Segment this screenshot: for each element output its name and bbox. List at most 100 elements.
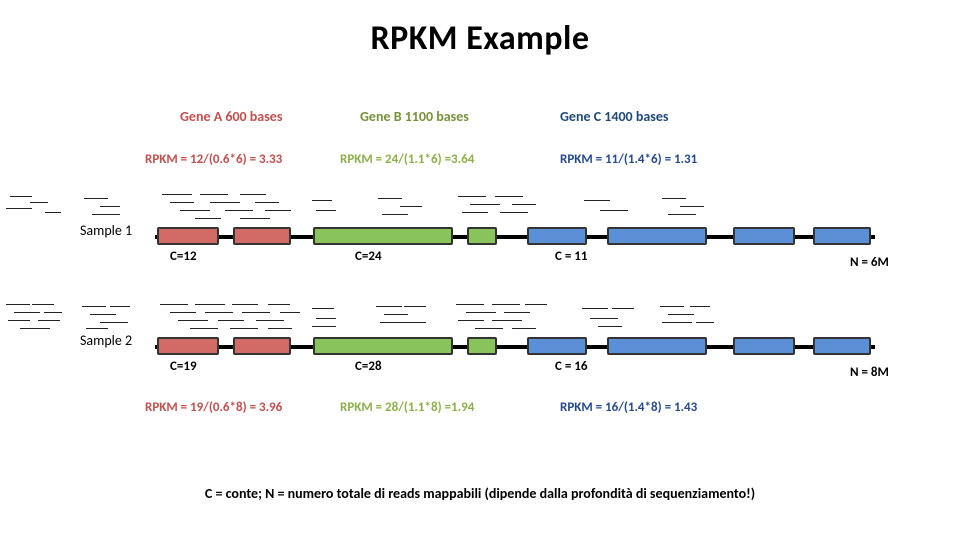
read-segment	[668, 314, 694, 315]
read-segment	[268, 304, 290, 305]
read-segment	[280, 312, 300, 313]
sample1-label: Sample 1	[80, 222, 132, 239]
read-segment	[660, 306, 684, 307]
sample2-label: Sample 2	[80, 332, 132, 349]
read-segment	[690, 306, 710, 307]
sample2-count-a: C=19	[170, 359, 197, 374]
read-segment	[404, 306, 426, 307]
read-segment	[14, 312, 40, 313]
read-segment	[232, 304, 258, 305]
gene-b-label: Gene B 1100 bases	[360, 108, 469, 125]
exon-c	[527, 227, 587, 245]
exon-b	[313, 337, 453, 355]
read-segment	[200, 194, 228, 195]
read-segment	[512, 204, 536, 205]
read-segment	[6, 304, 30, 305]
read-segment	[218, 320, 244, 321]
read-segment	[90, 314, 116, 315]
read-segment	[20, 328, 50, 329]
read-segment	[408, 322, 426, 323]
read-segment	[456, 304, 484, 305]
sample1-n: N = 6M	[850, 255, 889, 270]
read-segment	[475, 328, 503, 329]
exon-c	[733, 227, 795, 245]
sample1-reads	[0, 190, 720, 224]
exon-c	[813, 227, 871, 245]
rpkm-top-a: RPKM = 12/(0.6*6) = 3.33	[145, 152, 282, 167]
read-segment	[312, 200, 332, 201]
read-segment	[600, 210, 628, 211]
rpkm-bot-b: RPKM = 28/(1.1*8) =1.94	[340, 400, 474, 415]
read-segment	[312, 326, 336, 327]
read-segment	[240, 218, 270, 219]
read-segment	[242, 312, 270, 313]
read-segment	[160, 304, 188, 305]
read-segment	[662, 322, 692, 323]
sample1-count-c: C = 11	[555, 249, 587, 264]
read-segment	[170, 312, 196, 313]
read-segment	[504, 312, 530, 313]
read-segment	[382, 214, 408, 215]
read-segment	[316, 210, 336, 211]
read-segment	[500, 212, 528, 213]
read-segment	[100, 322, 128, 323]
exon-c	[813, 337, 871, 355]
read-segment	[495, 196, 523, 197]
read-segment	[384, 314, 408, 315]
read-segment	[86, 328, 108, 329]
read-segment	[162, 194, 192, 195]
gene-c-label: Gene C 1400 bases	[560, 108, 668, 125]
read-segment	[82, 306, 106, 307]
read-segment	[466, 312, 496, 313]
rpkm-top-c: RPKM = 11/(1.4*6) = 1.31	[560, 152, 697, 167]
read-segment	[680, 206, 704, 207]
read-segment	[30, 202, 48, 203]
read-segment	[378, 198, 402, 199]
rpkm-bot-c: RPKM = 16/(1.4*8) = 1.43	[560, 400, 697, 415]
sample1-count-a: C=12	[170, 249, 197, 264]
read-segment	[256, 320, 284, 321]
exon-c	[607, 227, 707, 245]
gene-a-label: Gene A 600 bases	[180, 108, 282, 125]
exon-b	[313, 227, 453, 245]
read-segment	[32, 304, 54, 305]
read-segment	[696, 322, 714, 323]
read-segment	[240, 194, 266, 195]
read-segment	[195, 304, 225, 305]
read-segment	[268, 328, 292, 329]
sample2-n: N = 8M	[850, 365, 889, 380]
read-segment	[598, 326, 622, 327]
read-segment	[584, 200, 610, 201]
exon-b	[467, 337, 497, 355]
sample2-reads	[0, 300, 720, 334]
read-segment	[230, 328, 258, 329]
exon-c	[607, 337, 707, 355]
read-segment	[380, 322, 408, 323]
sample1-track	[155, 225, 875, 247]
read-segment	[612, 308, 634, 309]
read-segment	[265, 210, 291, 211]
read-segment	[44, 312, 62, 313]
read-segment	[10, 196, 32, 197]
read-segment	[255, 202, 279, 203]
sample1-count-b: C=24	[355, 249, 382, 264]
sample2-track	[155, 335, 875, 357]
read-segment	[84, 198, 108, 199]
exon-a	[157, 337, 219, 355]
read-segment	[110, 306, 130, 307]
read-segment	[195, 218, 221, 219]
read-segment	[100, 206, 120, 207]
read-segment	[170, 202, 194, 203]
exon-c	[733, 337, 795, 355]
read-segment	[210, 202, 240, 203]
read-segment	[190, 328, 218, 329]
read-segment	[8, 320, 30, 321]
read-segment	[312, 308, 334, 309]
read-segment	[668, 214, 696, 215]
footer-note: C = conte; N = numero totale di reads ma…	[0, 485, 960, 502]
exon-a	[233, 337, 291, 355]
read-segment	[400, 206, 422, 207]
read-segment	[462, 212, 488, 213]
read-segment	[492, 320, 522, 321]
read-segment	[662, 198, 686, 199]
